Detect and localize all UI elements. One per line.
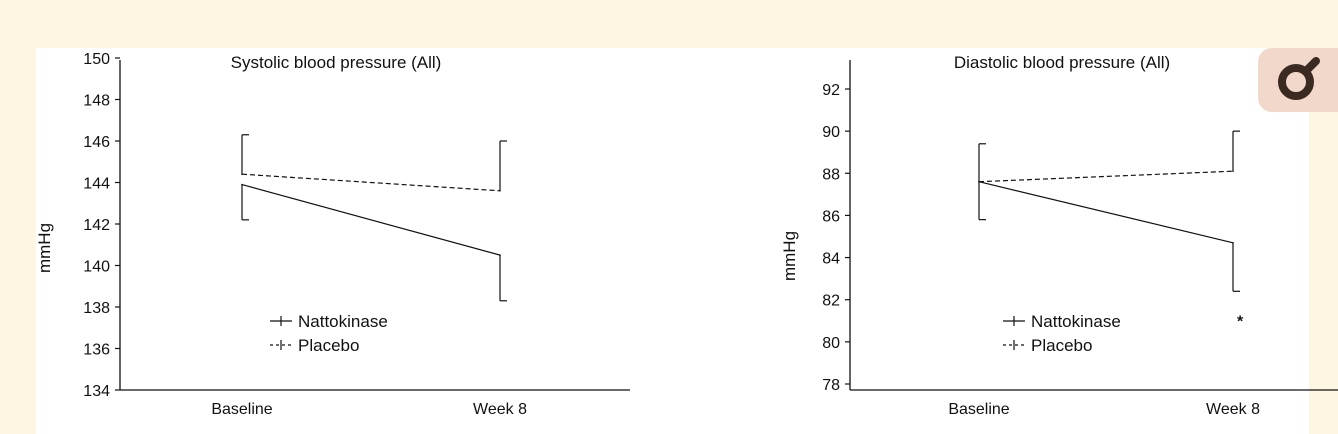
- y-tick-label: 150: [83, 51, 110, 68]
- y-tick-label: 84: [822, 251, 840, 268]
- y-tick-label: 92: [822, 82, 840, 99]
- diastolic-chart: 78 80 82 84 86 88 90 92 Baseline Week 8 Diastolic …: [780, 53, 1338, 418]
- y-axis-label: mmHg: [780, 231, 799, 281]
- data-point-placebo: [499, 190, 501, 192]
- legend-label-placebo: Placebo: [298, 336, 359, 355]
- data-point-placebo: [978, 180, 980, 183]
- data-point-nattokinase: [1232, 242, 1234, 244]
- data-point-nattokinase: [499, 254, 501, 256]
- magnifier-icon[interactable]: [1258, 48, 1338, 112]
- series-line-nattokinase: [978, 181, 1234, 244]
- x-tick-label: Baseline: [211, 401, 272, 418]
- figure-panel: 134 136 138 140 142 144 146 148 150 Baseline Week …: [35, 48, 1338, 434]
- significance-marker: *: [1237, 314, 1244, 331]
- legend-label-nattokinase: Nattokinase: [1031, 312, 1121, 331]
- x-tick-label: Week 8: [1206, 401, 1260, 418]
- y-tick-label: 80: [822, 335, 840, 352]
- legend-label-nattokinase: Nattokinase: [298, 312, 388, 331]
- data-point-placebo: [1232, 170, 1234, 172]
- y-tick-label: 88: [822, 166, 840, 183]
- series-line-placebo: [241, 173, 501, 192]
- y-tick-label: 134: [83, 383, 110, 400]
- x-tick-label: Week 8: [473, 401, 527, 418]
- systolic-chart: 134 136 138 140 142 144 146 148 150 Baseline Week …: [35, 51, 630, 418]
- legend-label-placebo: Placebo: [1031, 336, 1092, 355]
- y-tick-label: 142: [83, 217, 110, 234]
- y-tick-label: 146: [83, 134, 110, 151]
- viewer-button[interactable]: [1258, 48, 1338, 112]
- data-point-placebo: [241, 173, 243, 175]
- y-tick-label: 140: [83, 259, 110, 276]
- y-tick-label: 148: [83, 93, 110, 110]
- y-tick-label: 138: [83, 300, 110, 317]
- series-line-placebo: [978, 170, 1234, 183]
- data-point-nattokinase: [241, 183, 243, 186]
- x-tick-label: Baseline: [948, 401, 1009, 418]
- chart-title: Systolic blood pressure (All): [231, 53, 442, 72]
- y-tick-label: 90: [822, 124, 840, 141]
- y-tick-label: 144: [83, 176, 110, 193]
- series-line-nattokinase: [241, 183, 501, 256]
- chart-title: Diastolic blood pressure (All): [954, 53, 1170, 72]
- y-tick-label: 82: [822, 293, 840, 310]
- y-axis-label: mmHg: [35, 223, 54, 273]
- y-tick-label: 136: [83, 342, 110, 359]
- y-tick-label: 86: [822, 208, 840, 225]
- y-tick-label: 78: [822, 377, 840, 394]
